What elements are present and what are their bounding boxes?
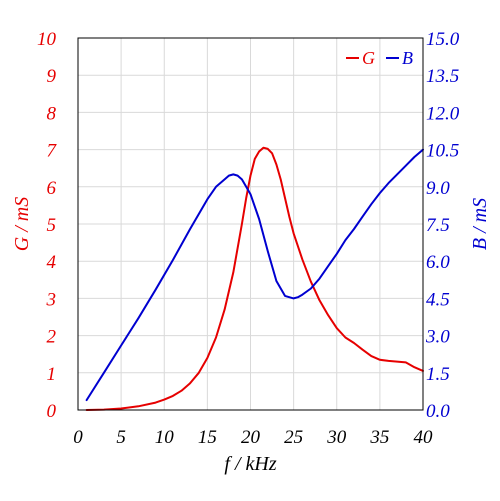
y-right-tick-label: 4.5 <box>426 289 450 310</box>
y-right-tick-label: 10.5 <box>426 141 459 162</box>
x-axis-ticks: 0 5 10 15 20 25 30 35 40 <box>73 427 433 448</box>
y-left-tick-label: 6 <box>47 178 57 199</box>
series-layer <box>85 146 424 411</box>
series-line-g <box>85 146 424 411</box>
x-tick-label: 10 <box>155 427 175 448</box>
y-right-tick-label: 15.0 <box>426 29 460 50</box>
series-line-b <box>85 148 424 402</box>
y-left-tick-label: 1 <box>47 364 57 385</box>
y-left-tick-label: 3 <box>46 289 57 310</box>
y-right-tick-label: 1.5 <box>426 364 450 385</box>
y-left-tick-label: 9 <box>47 66 57 87</box>
y-right-tick-label: 12.0 <box>426 103 460 124</box>
y-axis-left-label: G / mS <box>11 197 33 251</box>
x-tick-label: 30 <box>326 427 347 448</box>
y-left-tick-label: 8 <box>47 103 57 124</box>
x-tick-label: 15 <box>198 427 217 448</box>
y-left-tick-label: 5 <box>47 215 57 236</box>
plot-frame <box>77 37 424 411</box>
x-tick-label: 0 <box>73 427 83 448</box>
legend-label-g: G <box>362 48 375 68</box>
y-left-tick-label: 7 <box>47 141 58 162</box>
y-left-tick-label: 2 <box>47 327 57 348</box>
x-tick-label: 35 <box>369 427 389 448</box>
y-right-tick-label: 13.5 <box>426 66 459 87</box>
y-left-tick-label: 10 <box>37 29 57 50</box>
y-left-tick-label: 4 <box>47 252 57 273</box>
right-axis-ticks: 0.0 1.5 3.0 4.5 6.0 7.5 9.0 10.5 12.0 13.5 15.0 <box>425 29 460 422</box>
x-tick-label: 25 <box>284 427 303 448</box>
y-left-tick-label: 0 <box>47 401 57 422</box>
x-axis-label: f / kHz <box>224 453 276 475</box>
x-tick-label: 20 <box>241 427 261 448</box>
y-right-tick-label: 7.5 <box>426 215 450 236</box>
x-tick-label: 5 <box>116 427 126 448</box>
y-right-tick-label: 3.0 <box>425 327 450 348</box>
left-axis-ticks: 0 1 2 3 4 5 6 7 8 9 10 <box>37 29 58 422</box>
y-right-tick-label: 6.0 <box>426 252 450 273</box>
y-right-tick-label: 9.0 <box>426 178 450 199</box>
legend-label-b: B <box>402 48 413 68</box>
y-right-tick-label: 0.0 <box>426 401 450 422</box>
x-tick-label: 40 <box>414 427 434 448</box>
legend: G B <box>346 48 413 68</box>
y-axis-right-label: B / mS <box>469 198 491 250</box>
